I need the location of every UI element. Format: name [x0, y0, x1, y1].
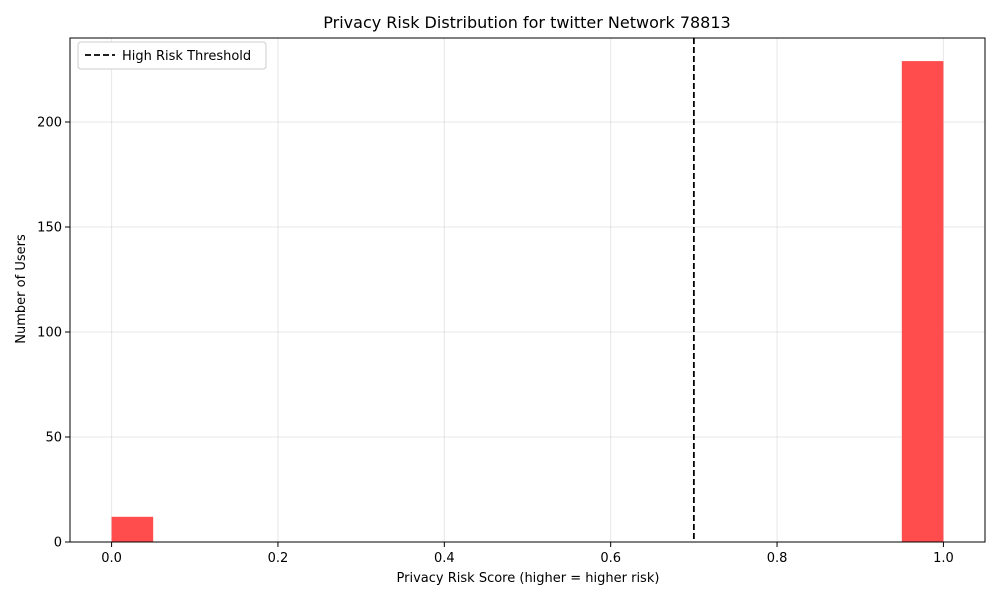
plot-frame [69, 37, 986, 543]
y-tick-label: 100 [37, 326, 62, 341]
y-tick-label: 200 [37, 116, 62, 131]
grid-lines [70, 38, 985, 543]
chart-title: Privacy Risk Distribution for twitter Ne… [323, 13, 730, 32]
legend-box [77, 41, 267, 70]
x-tick-label: 0.2 [268, 551, 289, 566]
x-axis-title: Privacy Risk Score (higher = higher risk… [397, 571, 660, 586]
histogram-bar [901, 61, 944, 542]
y-axis-title: Number of Users [14, 234, 29, 344]
y-tick-label: 50 [45, 431, 62, 446]
histogram-bar [111, 516, 154, 542]
legend: High Risk Threshold [77, 41, 267, 70]
x-tick-label: 0.6 [600, 551, 621, 566]
x-tick-label: 0.8 [767, 551, 788, 566]
y-tick-label: 0 [54, 536, 62, 551]
axis-ticks: 0.0 0.2 0.4 0.6 0.8 1.0 0 50 100 150 200 [37, 116, 954, 567]
y-tick-label: 150 [37, 221, 62, 236]
x-tick-label: 1.0 [933, 551, 954, 566]
legend-threshold-label: High Risk Threshold [122, 49, 251, 64]
x-tick-label: 0.0 [101, 551, 122, 566]
bars [111, 61, 944, 542]
x-tick-label: 0.4 [434, 551, 455, 566]
